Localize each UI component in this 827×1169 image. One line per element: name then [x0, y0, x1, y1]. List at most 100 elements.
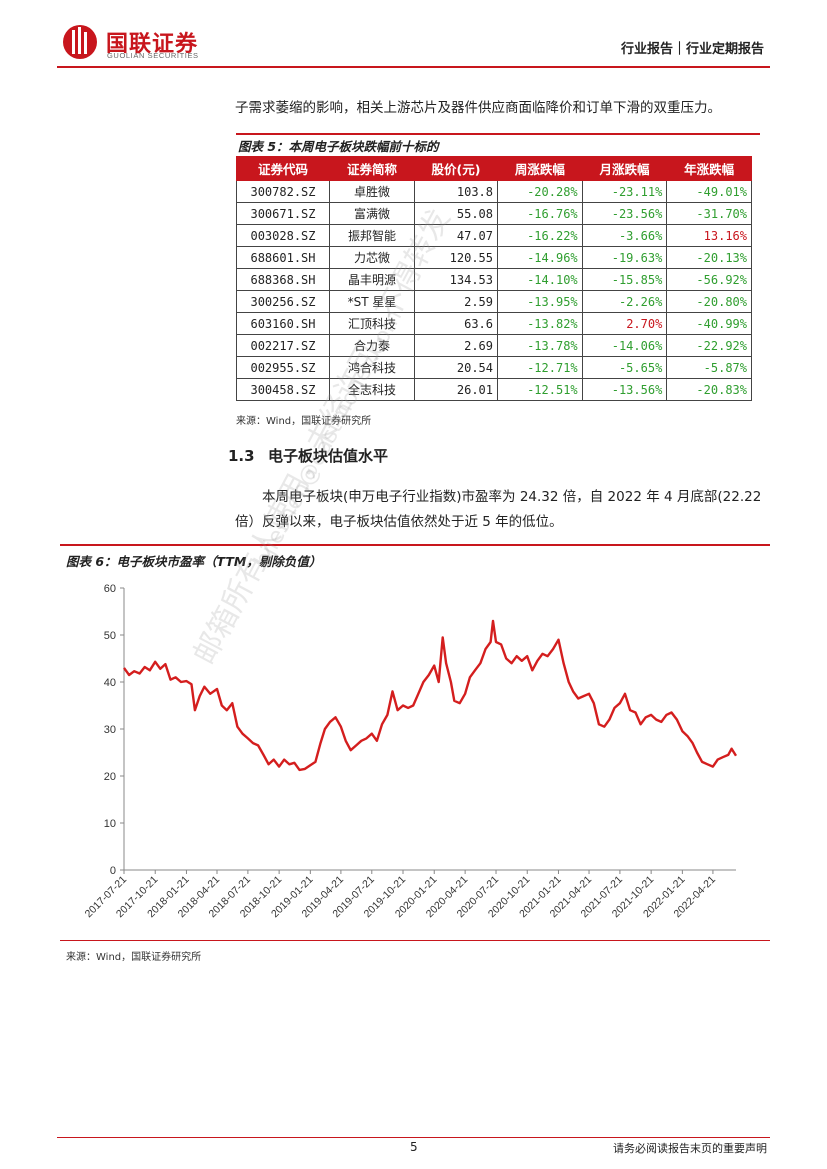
logo-text: 国联证券: [106, 32, 199, 57]
cell-year-change: -20.13%: [666, 246, 752, 269]
cell-price: 55.08: [414, 202, 498, 225]
cell-week-change: -12.71%: [497, 356, 583, 379]
cell-year-change: -31.70%: [666, 202, 752, 225]
page-number: 5: [410, 1140, 418, 1154]
figure-source: 来源：Wind，国联证券研究所: [66, 952, 202, 963]
table-row: 603160.SH 汇顶科技 63.6 -13.82% 2.70% -40.99%: [236, 312, 752, 335]
cell-name: 富满微: [329, 202, 415, 225]
cell-month-change: -23.56%: [581, 202, 668, 225]
table-row: 688368.SH 晶丰明源 134.53 -14.10% -15.85% -56.92%: [236, 268, 752, 291]
cell-year-change: -49.01%: [666, 180, 752, 203]
cell-name: 卓胜微: [329, 180, 415, 203]
cell-week-change: -13.78%: [497, 334, 583, 357]
section-heading: 1.3 电子板块估值水平: [228, 445, 388, 466]
cell-name: 晶丰明源: [329, 268, 415, 291]
y-tick-label: 50: [104, 630, 116, 642]
y-tick-label: 20: [104, 771, 116, 783]
cell-week-change: -13.95%: [497, 290, 583, 313]
col-header: 证券代码: [236, 156, 330, 181]
cell-code: 688368.SH: [236, 268, 330, 291]
footer-divider: [57, 1137, 770, 1138]
cell-month-change: -15.85%: [581, 268, 668, 291]
figure-bottom-divider: [60, 940, 770, 941]
cell-name: 汇顶科技: [329, 312, 415, 335]
col-header: 证券简称: [329, 156, 415, 181]
table-row: 300782.SZ 卓胜微 103.8 -20.28% -23.11% -49.01%: [236, 180, 752, 203]
cell-price: 103.8: [414, 180, 498, 203]
cell-month-change: 2.70%: [581, 312, 668, 335]
cell-code: 300671.SZ: [236, 202, 330, 225]
cell-price: 47.07: [414, 224, 498, 247]
section-title: 电子板块估值水平: [268, 447, 389, 465]
cell-code: 688601.SH: [236, 246, 330, 269]
cell-code: 603160.SH: [236, 312, 330, 335]
header-divider: [57, 66, 770, 68]
cell-price: 63.6: [414, 312, 498, 335]
cell-price: 134.53: [414, 268, 498, 291]
cell-month-change: -13.56%: [581, 378, 668, 401]
cell-month-change: -19.63%: [581, 246, 668, 269]
cell-month-change: -14.06%: [581, 334, 668, 357]
cell-week-change: -16.22%: [497, 224, 583, 247]
cell-week-change: -16.76%: [497, 202, 583, 225]
cell-price: 2.59: [414, 290, 498, 313]
cell-code: 300782.SZ: [236, 180, 330, 203]
cell-year-change: -20.80%: [666, 290, 752, 313]
col-header: 周涨跌幅: [497, 156, 583, 181]
table-row: 300256.SZ *ST 星星 2.59 -13.95% -2.26% -20.80%: [236, 290, 752, 313]
cell-name: 鸿合科技: [329, 356, 415, 379]
y-tick-label: 40: [104, 677, 116, 689]
figure-title: 图表 6：电子板块市盈率（TTM，剔除负值）: [66, 554, 322, 569]
col-header: 股价(元): [414, 156, 498, 181]
y-tick-label: 10: [104, 818, 116, 830]
cell-week-change: -14.10%: [497, 268, 583, 291]
figure-title-divider: [60, 544, 770, 546]
cell-code: 002217.SZ: [236, 334, 330, 357]
cell-year-change: -5.87%: [666, 356, 752, 379]
cell-price: 2.69: [414, 334, 498, 357]
cell-name: 振邦智能: [329, 224, 415, 247]
pe-line-chart: 01020304050602017-07-212017-10-212018-01…: [83, 583, 738, 920]
table-row: 002955.SZ 鸿合科技 20.54 -12.71% -5.65% -5.87%: [236, 356, 752, 379]
cell-year-change: -20.83%: [666, 378, 752, 401]
cell-price: 26.01: [414, 378, 498, 401]
cell-price: 120.55: [414, 246, 498, 269]
col-header: 年涨跌幅: [666, 156, 752, 181]
table-row: 300458.SZ 全志科技 26.01 -12.51% -13.56% -20.83%: [236, 378, 752, 401]
cell-price: 20.54: [414, 356, 498, 379]
cell-code: 002955.SZ: [236, 356, 330, 379]
table-title-divider: [236, 133, 760, 157]
footer-disclaimer: 请务必阅读报告末页的重要声明: [613, 1142, 767, 1155]
cell-name: 合力泰: [329, 334, 415, 357]
table-row: 300671.SZ 富满微 55.08 -16.76% -23.56% -31.70%: [236, 202, 752, 225]
intro-paragraph: 子需求萎缩的影响，相关上游芯片及器件供应商面临降价和订单下滑的双重压力。: [235, 100, 721, 116]
col-header: 月涨跌幅: [581, 156, 668, 181]
table-row: 003028.SZ 振邦智能 47.07 -16.22% -3.66% 13.16%: [236, 224, 752, 247]
y-tick-label: 30: [104, 724, 116, 736]
section-paragraph: 本周电子板块(申万电子行业指数)市盈率为 24.32 倍，自 2022 年 4 …: [235, 489, 762, 530]
table-row: 002217.SZ 合力泰 2.69 -13.78% -14.06% -22.92%: [236, 334, 752, 357]
table-source: 来源：Wind，国联证券研究所: [236, 416, 372, 427]
table-header-row: 证券代码 证券简称 股价(元) 周涨跌幅 月涨跌幅 年涨跌幅: [236, 156, 752, 181]
cell-month-change: -23.11%: [581, 180, 668, 203]
logo-subtitle: GUOLIAN SECURITIES: [107, 51, 199, 60]
cell-year-change: 13.16%: [666, 224, 752, 247]
cell-code: 003028.SZ: [236, 224, 330, 247]
cell-month-change: -5.65%: [581, 356, 668, 379]
cell-code: 300256.SZ: [236, 290, 330, 313]
cell-week-change: -13.82%: [497, 312, 583, 335]
cell-year-change: -56.92%: [666, 268, 752, 291]
y-tick-label: 0: [110, 865, 116, 877]
cell-name: 全志科技: [329, 378, 415, 401]
cell-month-change: -2.26%: [581, 290, 668, 313]
table-row: 688601.SH 力芯微 120.55 -14.96% -19.63% -20.13%: [236, 246, 752, 269]
cell-year-change: -40.99%: [666, 312, 752, 335]
cell-year-change: -22.92%: [666, 334, 752, 357]
report-type: 行业报告｜行业定期报告: [620, 42, 764, 57]
cell-month-change: -3.66%: [581, 224, 668, 247]
cell-name: *ST 星星: [329, 290, 415, 313]
pe-series-line: [123, 619, 738, 772]
section-number: 1.3: [228, 447, 255, 465]
cell-week-change: -12.51%: [497, 378, 583, 401]
stock-table: 证券代码 证券简称 股价(元) 周涨跌幅 月涨跌幅 年涨跌幅 300782.SZ…: [236, 156, 752, 401]
